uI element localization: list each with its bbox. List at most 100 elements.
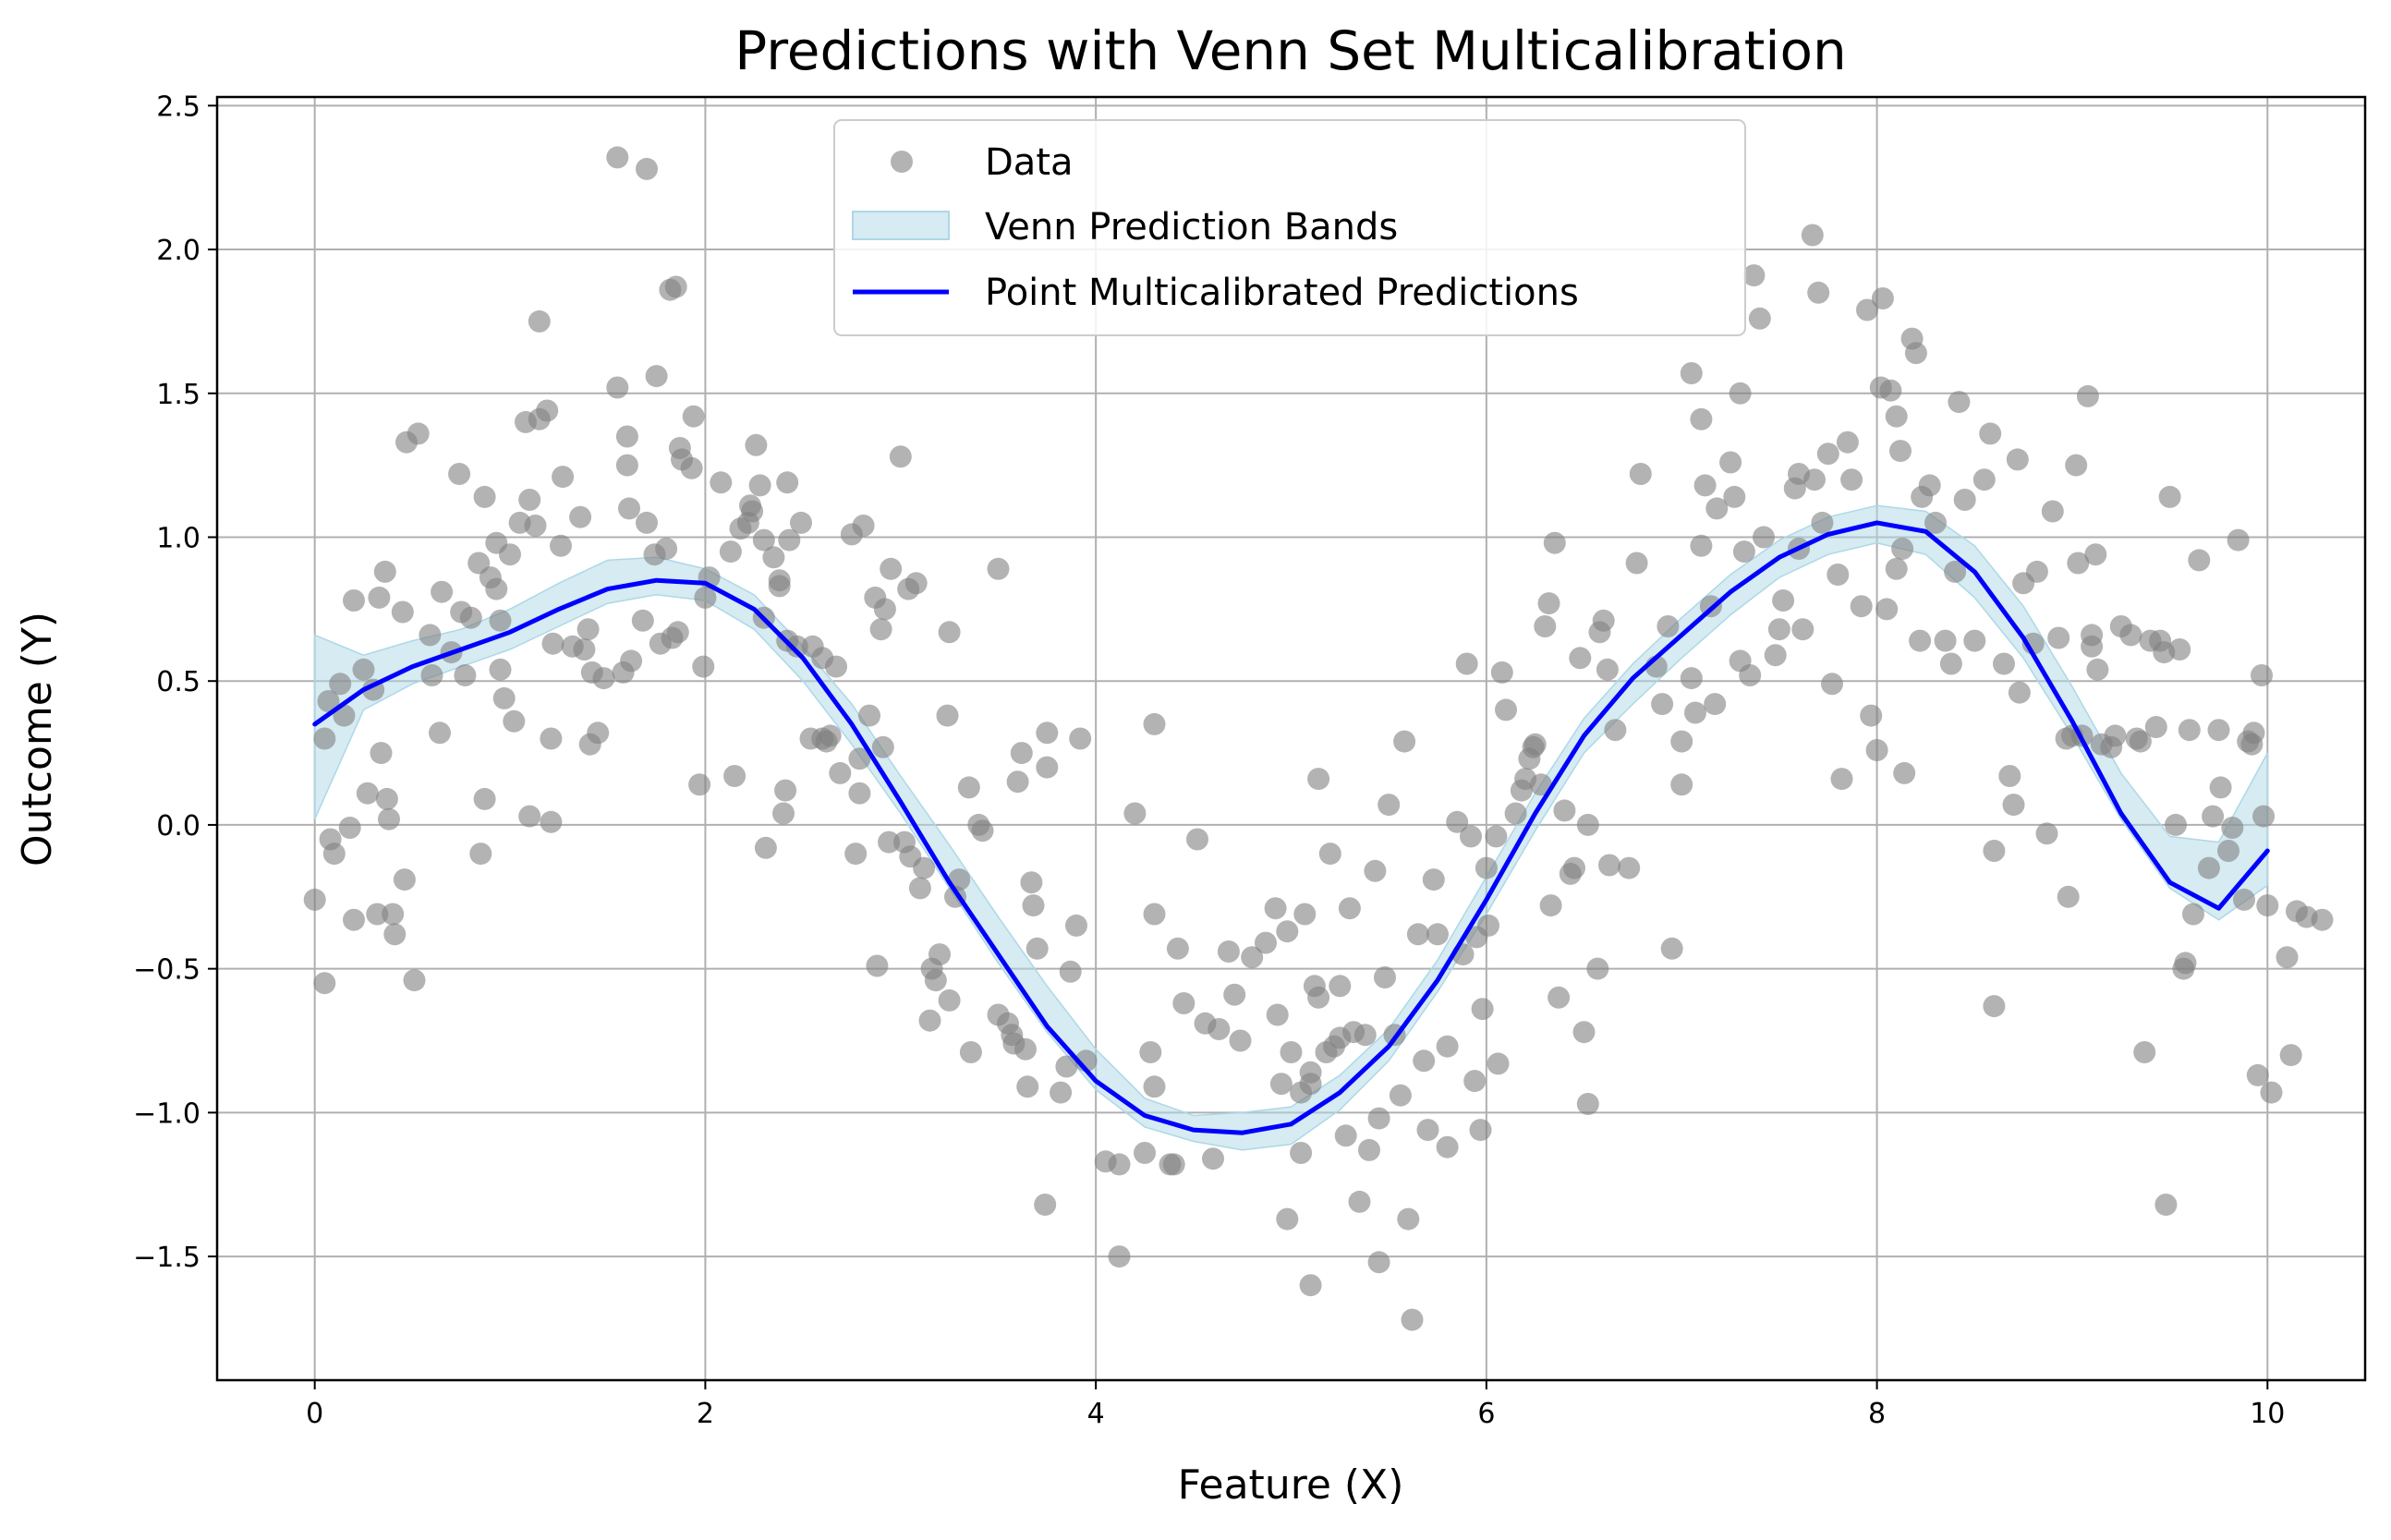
- data-point: [1719, 451, 1742, 474]
- data-point: [1729, 382, 1752, 405]
- data-point: [1885, 557, 1908, 580]
- data-point: [1537, 592, 1560, 615]
- data-point: [2119, 624, 2142, 647]
- data-point: [1856, 298, 1878, 321]
- legend-label-band: Venn Prediction Bands: [985, 206, 1398, 249]
- y-tick-label: 2.5: [156, 91, 200, 123]
- data-point: [2086, 658, 2109, 681]
- prediction-line: [312, 520, 2270, 1135]
- data-point: [1495, 698, 1517, 721]
- data-point: [2276, 946, 2299, 969]
- data-point: [2165, 813, 2187, 836]
- data-point: [1217, 940, 1240, 963]
- data-point: [2260, 1081, 2283, 1104]
- data-point: [2251, 664, 2273, 686]
- data-point: [1264, 897, 1287, 920]
- data-point: [1446, 810, 1469, 833]
- data-point: [785, 635, 808, 658]
- plot-frame: [215, 95, 2367, 1382]
- data-point: [329, 673, 352, 696]
- data-point: [1871, 287, 1894, 309]
- data-point: [1269, 1073, 1293, 1096]
- data-point: [1393, 730, 1416, 753]
- data-point: [692, 655, 715, 678]
- data-point: [1348, 1190, 1371, 1213]
- data-point: [1229, 1029, 1252, 1052]
- data-point: [2025, 560, 2048, 583]
- data-point: [1367, 1107, 1390, 1130]
- data-point: [1020, 871, 1043, 894]
- data-point: [2067, 552, 2090, 575]
- data-point: [1143, 903, 1166, 926]
- data-point: [1836, 430, 1859, 454]
- data-point: [889, 445, 912, 468]
- data-point: [2129, 730, 2152, 753]
- data-point: [723, 765, 746, 787]
- data-point: [420, 664, 443, 686]
- y-axis-ticks: −1.5 −1.0 −0.5 0.0 0.5 1.0 1.5 2.0 2.5: [133, 91, 217, 1274]
- data-point: [1998, 765, 2021, 787]
- data-point: [1504, 802, 1527, 825]
- data-point: [1801, 224, 1824, 247]
- data-point: [2104, 724, 2127, 747]
- data-point: [636, 157, 658, 180]
- legend: Data Venn Prediction Bands Point Multica…: [833, 119, 1746, 336]
- data-point: [1543, 531, 1566, 554]
- data-point: [1684, 701, 1706, 724]
- y-tick-label: −1.0: [133, 1097, 200, 1130]
- data-point: [2209, 776, 2232, 799]
- data-point: [1143, 712, 1166, 735]
- data-point: [1670, 773, 1693, 796]
- data-point: [694, 586, 717, 609]
- data-point: [1358, 1138, 1380, 1161]
- data-point: [454, 664, 477, 686]
- data-point: [1693, 474, 1717, 497]
- data-point: [869, 618, 892, 641]
- data-point: [1690, 407, 1713, 430]
- data-point: [419, 624, 442, 647]
- data-point: [1879, 379, 1902, 402]
- data-point: [776, 471, 799, 494]
- data-point: [1469, 1119, 1492, 1142]
- data-point: [1993, 652, 2015, 675]
- data-point: [1276, 1207, 1299, 1231]
- data-point: [393, 868, 416, 891]
- data-point: [1455, 652, 1478, 675]
- data-point: [1979, 422, 2002, 445]
- data-point: [382, 903, 405, 926]
- data-point: [1276, 920, 1299, 943]
- data-point: [1014, 1037, 1037, 1061]
- data-point: [356, 782, 379, 805]
- data-point: [1055, 1055, 1078, 1078]
- x-tick-label: 10: [2250, 1398, 2285, 1430]
- data-point: [1539, 894, 1562, 917]
- y-tick-label: 0.5: [156, 666, 200, 698]
- data-point: [1596, 658, 1619, 681]
- chart-title: Predictions with Venn Set Multicalibrati…: [734, 19, 1847, 82]
- data-point: [615, 454, 638, 477]
- data-point: [1255, 931, 1277, 954]
- data-point: [2008, 681, 2031, 704]
- data-point: [343, 908, 365, 931]
- data-point: [959, 1041, 982, 1063]
- data-point: [317, 690, 340, 712]
- data-point: [844, 843, 868, 866]
- data-point: [1530, 773, 1552, 796]
- data-point: [2158, 485, 2181, 508]
- data-point: [536, 399, 559, 422]
- data-point: [2065, 454, 2088, 477]
- data-point: [1490, 661, 1513, 684]
- data-point: [655, 538, 678, 560]
- data-point: [2178, 719, 2201, 742]
- y-tick-label: 0.0: [156, 810, 200, 843]
- data-point: [871, 735, 894, 758]
- data-point: [741, 500, 764, 523]
- data-point: [1963, 629, 1986, 652]
- data-point: [1059, 960, 1082, 983]
- data-point: [1134, 1142, 1156, 1164]
- data-point: [829, 761, 852, 784]
- data-point: [1534, 615, 1557, 637]
- data-point: [552, 466, 575, 489]
- data-point: [858, 704, 880, 727]
- data-point: [852, 515, 875, 537]
